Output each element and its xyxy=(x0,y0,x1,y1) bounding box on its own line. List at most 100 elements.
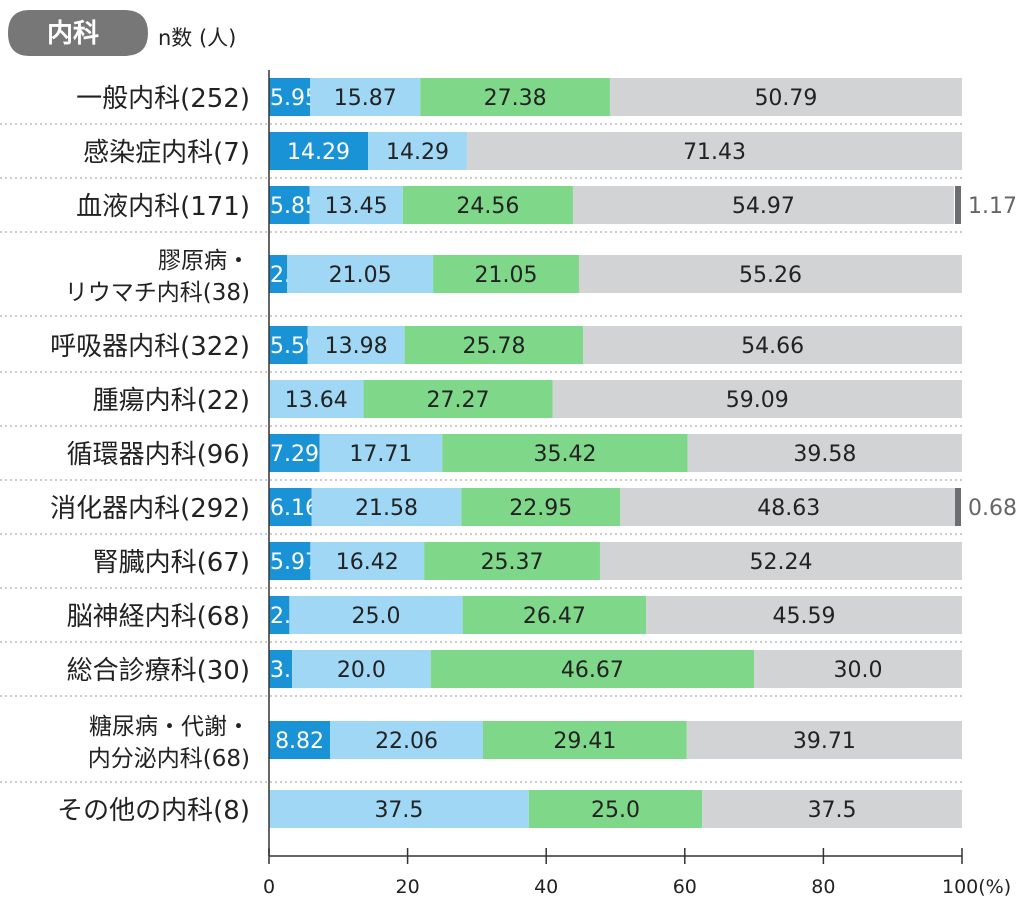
bar-segment xyxy=(620,488,958,526)
n-unit-label: n数 (人) xyxy=(158,26,236,50)
category-label: 循環器内科(96) xyxy=(67,440,250,470)
category-label: 脳神経内科(68) xyxy=(67,602,250,632)
bar-segment xyxy=(702,790,962,828)
bar-segment xyxy=(599,542,962,580)
bar-segment xyxy=(292,650,431,688)
data-label: 35.42 xyxy=(533,442,596,467)
category-label: 内分泌内科(68) xyxy=(88,746,250,772)
x-tick-label: 20 xyxy=(396,876,420,898)
data-label: 17.71 xyxy=(349,442,412,467)
bar-segment xyxy=(307,326,405,364)
data-label: 37.5 xyxy=(374,798,423,823)
bar-segment xyxy=(462,596,647,634)
bar-segment xyxy=(363,380,553,418)
bar-segment xyxy=(609,78,962,116)
data-label: 21.05 xyxy=(475,263,538,288)
data-label: 13.45 xyxy=(325,194,388,219)
bar-segment xyxy=(269,790,529,828)
data-label: 7.29 xyxy=(270,442,319,467)
data-label: 25.78 xyxy=(462,334,525,359)
bar-segment xyxy=(269,596,290,634)
x-tick-label-unit: 100(%) xyxy=(942,876,1011,898)
data-label: 52.24 xyxy=(749,550,812,575)
category-label: 膠原病・ xyxy=(158,248,250,274)
bar-segment xyxy=(269,78,311,116)
data-label: 27.38 xyxy=(484,86,547,111)
bar-segment xyxy=(269,255,288,293)
data-label: 54.97 xyxy=(732,194,795,219)
category-label: 腫瘍内科(22) xyxy=(93,386,250,416)
data-label: 1.17 xyxy=(968,194,1017,219)
bar-segment xyxy=(461,488,621,526)
category-label: 血液内科(171) xyxy=(76,192,250,222)
bar-segment xyxy=(955,186,961,224)
badge-shape xyxy=(8,10,148,56)
data-label: 45.59 xyxy=(773,604,836,629)
data-label: 59.09 xyxy=(726,388,789,413)
data-label: 30.0 xyxy=(834,658,883,683)
bar-segment xyxy=(424,542,600,580)
data-label: 0.68 xyxy=(968,496,1017,521)
bar-segment xyxy=(269,186,310,224)
data-label: 14.29 xyxy=(386,140,449,165)
bar-segment xyxy=(310,78,421,116)
data-label: 25.0 xyxy=(591,798,640,823)
data-label: 25.0 xyxy=(352,604,401,629)
category-label: 総合診療科(30) xyxy=(67,656,250,686)
data-label: 14.29 xyxy=(287,140,350,165)
bar-segment xyxy=(430,650,755,688)
data-label: 25.37 xyxy=(481,550,544,575)
bar-segment xyxy=(754,650,962,688)
bar-segment xyxy=(269,542,311,580)
data-label: 26.47 xyxy=(523,604,586,629)
data-label: 24.56 xyxy=(456,194,519,219)
bar-segment xyxy=(402,186,573,224)
data-label: 21.05 xyxy=(329,263,392,288)
data-label: 6.16 xyxy=(270,496,319,521)
data-label: 22.06 xyxy=(375,729,438,754)
category-label: 呼吸器内科(322) xyxy=(50,332,250,362)
bar-segment xyxy=(686,721,962,759)
category-label: リウマチ内科(38) xyxy=(65,280,250,306)
bar-segment xyxy=(433,255,579,293)
data-label: 15.87 xyxy=(334,86,397,111)
bar-segment xyxy=(420,78,610,116)
x-tick-label: 40 xyxy=(534,876,558,898)
bar-segment xyxy=(309,186,403,224)
data-label: 54.66 xyxy=(741,334,804,359)
x-tick-label: 0 xyxy=(263,876,275,898)
category-label: 消化器内科(292) xyxy=(50,494,250,524)
bar-segment xyxy=(269,488,312,526)
bar-segment xyxy=(578,255,962,293)
bar-segment xyxy=(467,132,963,170)
category-label: 糖尿病・代謝・ xyxy=(89,714,250,740)
bar-segment xyxy=(404,326,584,364)
bar-segment xyxy=(310,542,425,580)
bar-segment xyxy=(287,255,434,293)
badge-label: 内科 xyxy=(47,19,99,49)
bar-segment xyxy=(646,596,962,634)
bar-segment xyxy=(269,132,369,170)
bar-segment xyxy=(528,790,703,828)
data-label: 48.63 xyxy=(757,496,820,521)
bar-segment xyxy=(269,650,293,688)
data-label: 46.67 xyxy=(561,658,624,683)
header-badge: 内科 xyxy=(8,10,148,56)
category-label: その他の内科(8) xyxy=(57,796,250,826)
bar-segment xyxy=(955,488,961,526)
bar-segment xyxy=(269,721,331,759)
data-label: 27.27 xyxy=(427,388,490,413)
category-label: 腎臓内科(67) xyxy=(93,548,250,578)
data-label: 39.58 xyxy=(793,442,856,467)
bar-segment xyxy=(269,326,308,364)
data-label: 20.0 xyxy=(337,658,386,683)
bar-segment xyxy=(687,434,962,472)
category-label: 感染症内科(7) xyxy=(83,138,250,168)
bar-segment xyxy=(572,186,954,224)
bar-segment xyxy=(482,721,687,759)
bar-segment xyxy=(442,434,688,472)
bar-segment xyxy=(269,434,320,472)
data-label: 16.42 xyxy=(336,550,399,575)
bar-segment xyxy=(583,326,963,364)
